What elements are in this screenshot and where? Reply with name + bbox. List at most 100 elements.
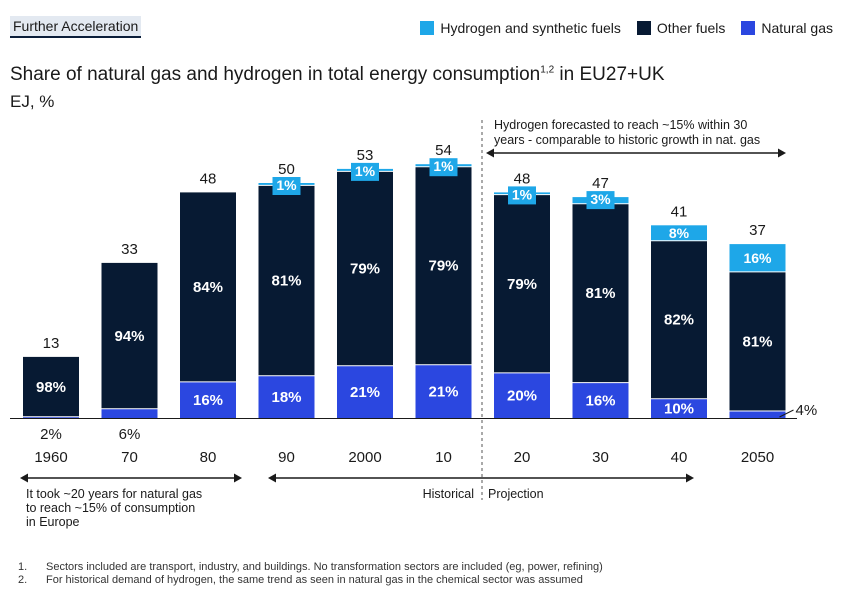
footnote-1-number: 1. xyxy=(18,561,28,573)
legend-swatch-hydrogen xyxy=(420,21,435,35)
label-historical: Historical xyxy=(423,487,474,501)
label-other-fuels-20: 79% xyxy=(507,276,537,293)
label-hydrogen-90: 1% xyxy=(276,177,297,193)
bar-natural-gas-70 xyxy=(101,408,158,418)
leader-line-natural-gas-2050 xyxy=(779,409,794,418)
bar-natural-gas-30 xyxy=(572,382,629,418)
bar-other-fuels-2050 xyxy=(729,271,786,412)
bar-natural-gas-20 xyxy=(494,372,550,418)
bar-other-fuels-80 xyxy=(180,192,236,382)
legend-swatch-other-fuels xyxy=(636,21,651,35)
legend-item-natural-gas: Natural gas xyxy=(741,20,833,36)
x-tick-label-40: 40 xyxy=(671,449,688,466)
footnote-2: 2. For historical demand of hydrogen, th… xyxy=(18,574,603,587)
bar-other-fuels-70 xyxy=(101,262,158,409)
label-other-fuels-2000: 79% xyxy=(350,261,380,278)
total-label-30: 47 xyxy=(592,175,609,192)
historical-projection-arrow-head-left xyxy=(268,473,276,483)
annotation-hydrogen-forecast-line-2: years - comparable to historic growth in… xyxy=(494,133,760,147)
label-other-fuels-40: 82% xyxy=(664,312,694,329)
bar-natural-gas-2050 xyxy=(729,411,786,418)
x-tick-label-2050: 2050 xyxy=(741,449,774,466)
label-hydrogen-2050: 16% xyxy=(743,250,772,266)
chart-title: Share of natural gas and hydrogen in tot… xyxy=(10,64,665,86)
bar-natural-gas-80 xyxy=(180,381,236,418)
label-hydrogen-20: 1% xyxy=(512,186,533,202)
bar-natural-gas-10 xyxy=(415,364,472,418)
label-natural-gas-2000: 21% xyxy=(350,384,380,401)
bar-hydrogen-40 xyxy=(651,225,707,241)
bar-natural-gas-90 xyxy=(258,375,315,418)
legend-label-hydrogen: Hydrogen and synthetic fuels xyxy=(440,20,621,36)
label-box-hydrogen-20 xyxy=(508,186,536,205)
total-label-40: 41 xyxy=(671,203,688,220)
chart-title-footnote-ref: 1,2 xyxy=(540,64,555,76)
legend-label-other-fuels: Other fuels xyxy=(656,20,726,36)
label-natural-gas-10: 21% xyxy=(428,383,458,400)
label-other-fuels-10: 79% xyxy=(428,258,458,275)
footnote-2-text: For historical demand of hydrogen, the s… xyxy=(46,574,583,586)
x-tick-label-2000: 2000 xyxy=(348,449,381,466)
total-label-1960: 13 xyxy=(43,335,60,352)
label-hydrogen-2000: 1% xyxy=(355,163,376,179)
bar-other-fuels-20 xyxy=(494,194,550,373)
label-box-hydrogen-2000 xyxy=(351,162,379,181)
label-box-hydrogen-30 xyxy=(586,191,615,210)
bar-natural-gas-40 xyxy=(651,398,707,418)
label-other-fuels-2050: 81% xyxy=(742,333,772,350)
forecast-arrow-head-right xyxy=(778,148,786,158)
x-tick-label-20: 20 xyxy=(514,449,531,466)
bar-natural-gas-2000 xyxy=(337,365,393,418)
total-label-70: 33 xyxy=(121,241,138,258)
label-box-hydrogen-10 xyxy=(429,158,458,177)
gas-history-arrow-head-right xyxy=(234,473,242,483)
footnotes: 1. Sectors included are transport, indus… xyxy=(18,561,603,587)
section-tag: Further Acceleration xyxy=(10,16,142,38)
label-natural-gas-1960: 2% xyxy=(40,426,62,443)
label-hydrogen-10: 1% xyxy=(433,158,454,174)
x-tick-label-1960: 1960 xyxy=(34,449,67,466)
legend-swatch-natural-gas xyxy=(741,21,756,35)
legend-label-natural-gas: Natural gas xyxy=(761,20,833,36)
bar-other-fuels-2000 xyxy=(337,171,393,366)
footnote-2-number: 2. xyxy=(18,574,28,586)
label-projection: Projection xyxy=(488,487,544,501)
bar-other-fuels-10 xyxy=(415,166,472,365)
label-natural-gas-80: 16% xyxy=(193,392,223,409)
label-natural-gas-70: 6% xyxy=(119,426,141,443)
total-label-80: 48 xyxy=(200,170,217,187)
bar-other-fuels-90 xyxy=(258,185,315,376)
x-tick-label-10: 10 xyxy=(435,449,452,466)
chart-subtitle: EJ, % xyxy=(10,92,55,111)
total-label-2000: 53 xyxy=(357,147,374,164)
label-natural-gas-2050: 4% xyxy=(796,402,818,419)
chart-title-text: Share of natural gas and hydrogen in tot… xyxy=(10,64,541,85)
total-label-20: 48 xyxy=(514,170,531,187)
label-other-fuels-1960: 98% xyxy=(36,379,66,396)
bar-other-fuels-40 xyxy=(651,240,707,399)
legend-item-other-fuels: Other fuels xyxy=(636,20,726,36)
label-other-fuels-80: 84% xyxy=(193,279,223,296)
footnote-1: 1. Sectors included are transport, indus… xyxy=(18,561,603,574)
label-box-hydrogen-90 xyxy=(272,177,301,195)
label-hydrogen-40: 8% xyxy=(669,225,690,241)
label-other-fuels-70: 94% xyxy=(114,328,144,345)
gas-history-arrow-head-left xyxy=(20,473,28,483)
label-natural-gas-30: 16% xyxy=(585,392,615,409)
bar-other-fuels-1960 xyxy=(23,356,79,417)
total-label-2050: 37 xyxy=(749,222,766,239)
bar-hydrogen-2050 xyxy=(729,244,786,272)
label-natural-gas-20: 20% xyxy=(507,387,537,404)
label-natural-gas-40: 10% xyxy=(664,400,694,417)
annotation-gas-history-line-3: in Europe xyxy=(26,515,80,529)
label-other-fuels-90: 81% xyxy=(271,273,301,290)
legend-item-hydrogen: Hydrogen and synthetic fuels xyxy=(420,20,621,36)
forecast-arrow-head-left xyxy=(486,148,494,158)
footnote-1-text: Sectors included are transport, industry… xyxy=(46,561,603,573)
total-label-90: 50 xyxy=(278,161,295,178)
label-other-fuels-30: 81% xyxy=(585,285,615,302)
x-tick-label-70: 70 xyxy=(121,449,138,466)
bar-natural-gas-1960 xyxy=(23,416,79,418)
x-tick-label-90: 90 xyxy=(278,449,295,466)
